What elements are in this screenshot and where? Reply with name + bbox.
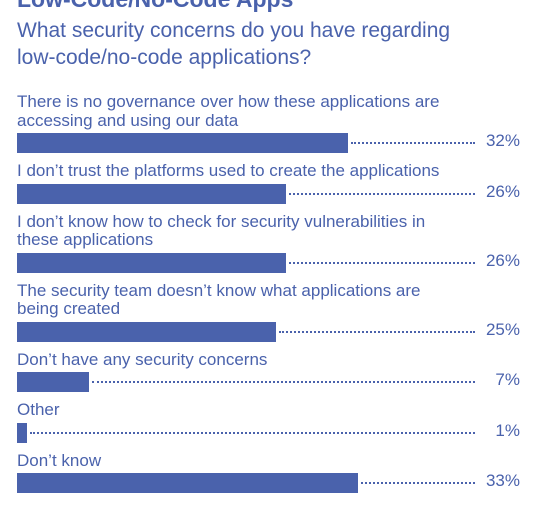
bar xyxy=(17,321,276,342)
category-label: I don’t know how to check for security v… xyxy=(17,211,426,249)
leader-line xyxy=(288,261,475,264)
value-label: 26% xyxy=(485,250,520,270)
category-label: Don’t have any security concerns xyxy=(17,349,268,369)
leader-line xyxy=(30,431,475,434)
chart-subtitle: What security concerns do you have regar… xyxy=(17,19,451,69)
category-label: I don’t trust the platforms used to crea… xyxy=(17,161,440,180)
category-label: Don’t know xyxy=(17,450,102,470)
leader-line xyxy=(92,381,475,383)
category-label: Other xyxy=(17,400,60,419)
chart-title: Low-Code/No-Code Apps xyxy=(17,0,293,13)
leader-line xyxy=(350,142,475,144)
value-label: 32% xyxy=(485,131,520,150)
value-label: 1% xyxy=(495,420,520,440)
bar xyxy=(17,372,90,392)
value-label: 26% xyxy=(485,181,520,201)
bar xyxy=(17,422,28,443)
value-label: 33% xyxy=(485,471,520,490)
category-label: There is no governance over how these ap… xyxy=(17,92,440,130)
bar xyxy=(17,183,286,204)
leader-line xyxy=(361,482,475,484)
leader-line xyxy=(278,330,475,333)
leader-line xyxy=(288,192,475,195)
category-label: The security team doesn’t know what appl… xyxy=(17,280,421,318)
bar xyxy=(17,252,286,273)
value-label: 7% xyxy=(495,370,520,389)
bar xyxy=(17,473,359,493)
value-label: 25% xyxy=(485,319,520,339)
bar xyxy=(17,133,348,153)
